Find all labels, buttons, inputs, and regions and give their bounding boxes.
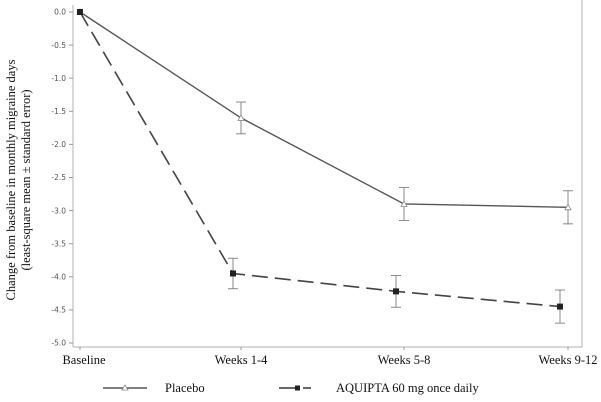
y-tick-label: -2.0 — [51, 140, 66, 149]
data-point — [557, 303, 563, 310]
x-tick-label: Weeks 1-4 — [215, 353, 269, 367]
y-tick-label: -3.5 — [51, 239, 66, 248]
y-tick-label: -4.0 — [51, 273, 66, 282]
y-tick-label: -2.5 — [51, 173, 66, 182]
y-axis-label: Change from baseline in monthly migraine… — [4, 59, 33, 300]
legend-placebo-marker — [121, 384, 129, 391]
series-line — [79, 11, 569, 208]
data-point — [237, 114, 245, 121]
series-line — [79, 11, 561, 308]
y-axis-label-line-1: Change from baseline in monthly migraine… — [4, 59, 18, 300]
legend-aquipta-marker — [295, 385, 300, 391]
legend-placebo-label: Placebo — [165, 381, 205, 395]
series-group — [76, 8, 573, 324]
y-tick-label: -5.0 — [51, 339, 66, 348]
y-axis-label-line-2: (least-square mean ± standard error) — [19, 89, 33, 270]
series-aquipta — [77, 9, 565, 324]
data-point — [230, 270, 236, 277]
data-point — [393, 288, 399, 295]
axes — [72, 0, 583, 348]
series-placebo — [76, 8, 573, 225]
data-point — [77, 9, 83, 15]
y-axis-ticks: 0.0 -0.5 -1.0 -1.5 -2.0 -2.5 -3.0 -3.5 -4.0 -4.5 -… — [51, 8, 73, 348]
y-tick-label: -0.5 — [51, 41, 66, 50]
y-tick-label: -4.5 — [51, 306, 66, 315]
y-tick-label: 0.0 — [54, 8, 66, 17]
data-point — [564, 203, 572, 211]
legend: Placebo AQUIPTA 60 mg once daily — [103, 381, 479, 395]
x-axis-ticks: Baseline Weeks 1-4 Weeks 5-8 Weeks 9-12 — [62, 347, 598, 367]
y-tick-label: -3.0 — [51, 206, 66, 215]
data-point — [400, 200, 408, 207]
x-tick-label: Baseline — [62, 353, 105, 367]
legend-aquipta-label: AQUIPTA 60 mg once daily — [336, 381, 479, 395]
x-tick-label: Weeks 5-8 — [378, 353, 431, 367]
y-tick-label: -1.0 — [51, 74, 66, 83]
y-tick-label: -1.5 — [51, 107, 66, 116]
x-tick-label: Weeks 9-12 — [538, 353, 597, 367]
